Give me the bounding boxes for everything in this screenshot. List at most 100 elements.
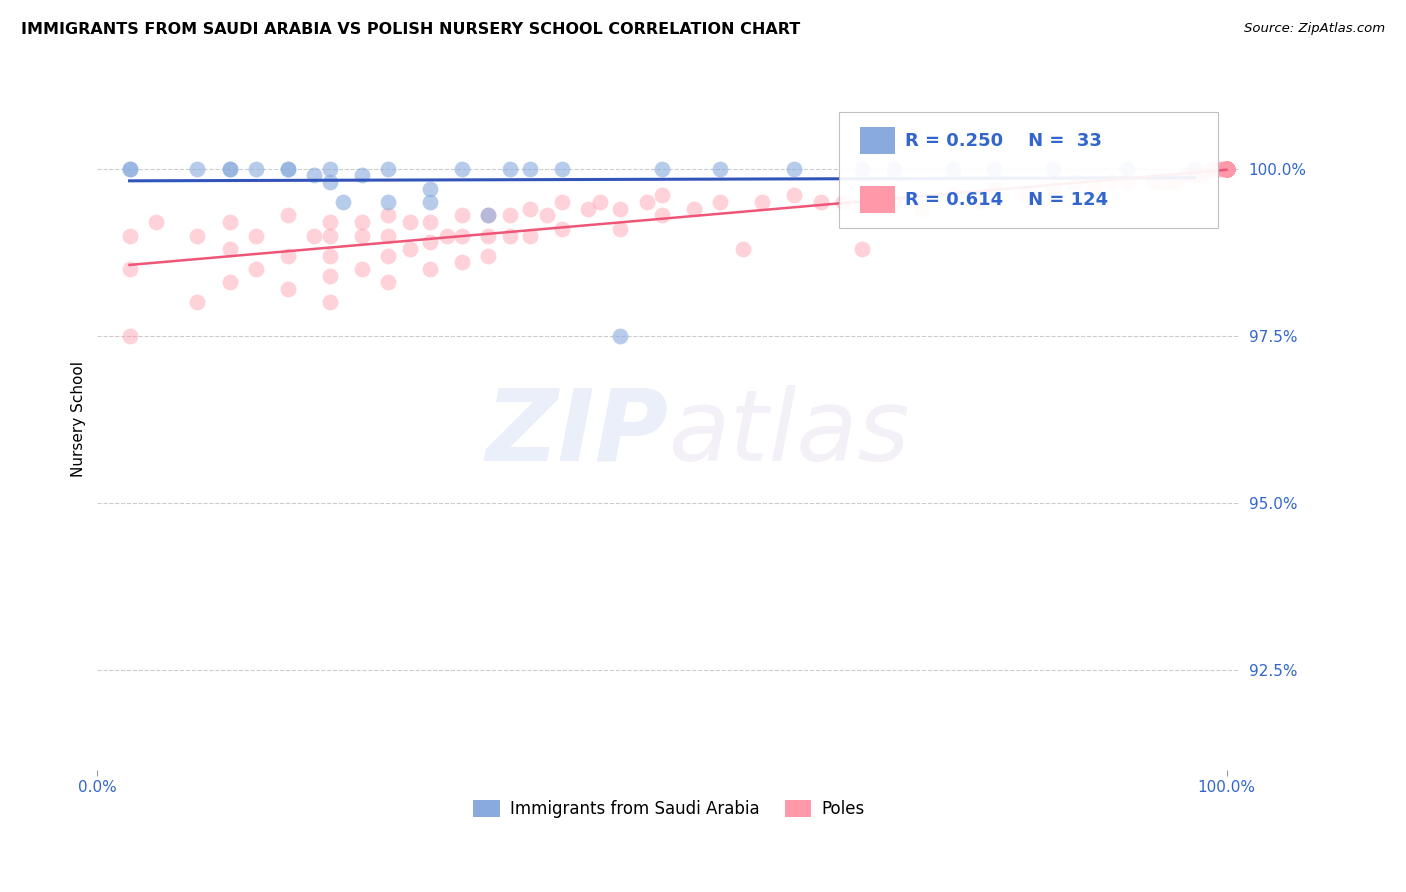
- Point: [377, 195, 399, 210]
- Point: [377, 228, 399, 243]
- Point: [304, 169, 326, 183]
- Point: [519, 202, 541, 216]
- Point: [419, 182, 441, 196]
- Text: R = 0.250    N =  33: R = 0.250 N = 33: [905, 132, 1102, 150]
- Point: [1215, 161, 1237, 176]
- Point: [609, 202, 631, 216]
- Point: [218, 161, 240, 176]
- Point: [1083, 182, 1105, 196]
- Point: [1215, 161, 1237, 176]
- Point: [499, 209, 522, 223]
- Point: [536, 209, 558, 223]
- Point: [576, 202, 599, 216]
- Point: [851, 242, 873, 256]
- Point: [451, 209, 474, 223]
- Text: Source: ZipAtlas.com: Source: ZipAtlas.com: [1244, 22, 1385, 36]
- Point: [1215, 161, 1237, 176]
- Point: [1215, 161, 1237, 176]
- Point: [1215, 161, 1237, 176]
- Point: [1215, 161, 1237, 176]
- Point: [419, 195, 441, 210]
- Legend: Immigrants from Saudi Arabia, Poles: Immigrants from Saudi Arabia, Poles: [467, 793, 872, 825]
- Point: [399, 215, 422, 229]
- Point: [1215, 161, 1237, 176]
- Point: [304, 228, 326, 243]
- Point: [1215, 161, 1237, 176]
- Point: [1215, 161, 1237, 176]
- Point: [1142, 175, 1164, 189]
- Point: [451, 255, 474, 269]
- Point: [609, 222, 631, 236]
- Point: [419, 262, 441, 277]
- Point: [1215, 161, 1237, 176]
- Point: [783, 188, 806, 202]
- Point: [636, 195, 658, 210]
- Point: [186, 161, 208, 176]
- Point: [477, 249, 499, 263]
- Point: [942, 161, 965, 176]
- Point: [1215, 161, 1237, 176]
- Point: [1192, 169, 1215, 183]
- Point: [1153, 175, 1175, 189]
- Point: [1215, 161, 1237, 176]
- Text: IMMIGRANTS FROM SAUDI ARABIA VS POLISH NURSERY SCHOOL CORRELATION CHART: IMMIGRANTS FROM SAUDI ARABIA VS POLISH N…: [21, 22, 800, 37]
- Point: [1204, 161, 1226, 176]
- Point: [1215, 161, 1237, 176]
- Point: [419, 235, 441, 250]
- Point: [186, 228, 208, 243]
- Point: [1213, 161, 1236, 176]
- Point: [910, 202, 932, 216]
- Point: [318, 175, 340, 189]
- Point: [332, 195, 354, 210]
- Point: [983, 161, 1005, 176]
- Point: [218, 215, 240, 229]
- Point: [683, 202, 706, 216]
- Point: [451, 228, 474, 243]
- Point: [883, 161, 905, 176]
- Point: [1215, 161, 1237, 176]
- Text: R = 0.614    N = 124: R = 0.614 N = 124: [905, 191, 1108, 209]
- Point: [477, 209, 499, 223]
- Point: [377, 161, 399, 176]
- Point: [499, 228, 522, 243]
- Point: [1042, 182, 1064, 196]
- Point: [1215, 161, 1237, 176]
- Point: [477, 209, 499, 223]
- Point: [751, 195, 773, 210]
- Point: [318, 268, 340, 283]
- Point: [277, 282, 299, 296]
- Point: [218, 161, 240, 176]
- Point: [118, 328, 141, 343]
- Point: [399, 242, 422, 256]
- Point: [1215, 161, 1237, 176]
- Point: [145, 215, 167, 229]
- Point: [277, 161, 299, 176]
- Point: [318, 249, 340, 263]
- Point: [1182, 161, 1205, 176]
- Point: [783, 161, 806, 176]
- Point: [709, 195, 731, 210]
- Point: [1215, 161, 1237, 176]
- Point: [1215, 161, 1237, 176]
- Point: [1015, 188, 1038, 202]
- Point: [1215, 161, 1237, 176]
- Point: [451, 161, 474, 176]
- Point: [277, 209, 299, 223]
- Point: [277, 161, 299, 176]
- Point: [1208, 161, 1230, 176]
- Point: [1099, 175, 1122, 189]
- Point: [942, 188, 965, 202]
- Point: [1174, 169, 1197, 183]
- Point: [883, 195, 905, 210]
- Point: [851, 161, 873, 176]
- Point: [245, 262, 267, 277]
- Point: [1215, 161, 1237, 176]
- Point: [318, 228, 340, 243]
- Point: [1215, 161, 1237, 176]
- Point: [1115, 161, 1137, 176]
- Point: [551, 222, 574, 236]
- Point: [350, 228, 373, 243]
- Point: [477, 228, 499, 243]
- Point: [1215, 161, 1237, 176]
- Point: [651, 188, 673, 202]
